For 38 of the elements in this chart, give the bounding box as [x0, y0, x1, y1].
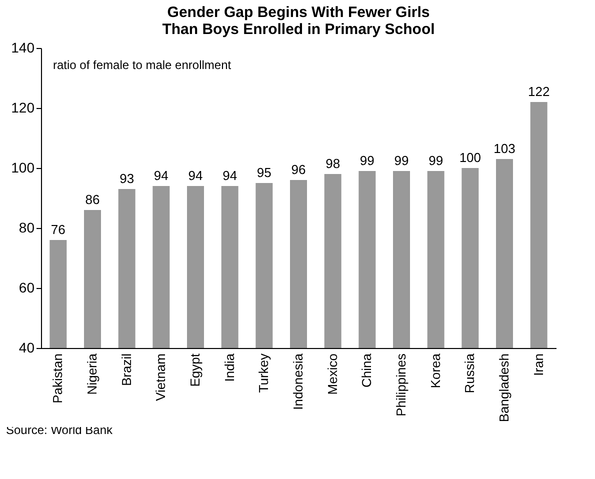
data-label: 99 — [360, 153, 374, 168]
y-tick-label: 140 — [11, 40, 35, 56]
x-tick-label: China — [359, 352, 374, 388]
x-tick-label: Nigeria — [84, 352, 100, 395]
x-tick-label: Korea — [428, 352, 443, 388]
x-tick-label: Indonesia — [290, 352, 306, 410]
x-tick-label: Brazil — [118, 353, 134, 386]
data-label: 94 — [188, 168, 203, 183]
data-label: 103 — [494, 141, 516, 156]
x-tick-label: Russia — [462, 352, 478, 394]
x-tick-label: Philippines — [394, 353, 408, 416]
x-tick-label: India — [222, 352, 237, 382]
x-tick-label: Turkey — [256, 353, 272, 393]
data-label: 76 — [50, 222, 66, 237]
x-tick-label: Egypt — [188, 353, 202, 387]
y-tick-label: 120 — [11, 100, 35, 116]
data-label: 122 — [528, 84, 550, 99]
y-tick-label: 60 — [18, 280, 35, 296]
data-label: 99 — [394, 153, 409, 168]
y-tick-label: 80 — [18, 220, 35, 236]
x-tick-label: Pakistan — [50, 354, 66, 404]
data-label: 94 — [222, 168, 238, 183]
data-label: 96 — [291, 162, 306, 177]
y-tick-label: 100 — [11, 160, 35, 176]
x-tick-label: Vietnam — [153, 354, 168, 401]
x-tick-label: Bangladesh — [496, 354, 512, 422]
data-label: 99 — [428, 153, 444, 168]
data-label: 93 — [120, 171, 134, 186]
chart-title: Gender Gap Begins With Fewer Girls Than Boys Enrolled in Primary School — [162, 4, 435, 38]
data-label: 86 — [85, 192, 100, 207]
data-label: 100 — [459, 150, 482, 165]
x-tick-label: Iran — [530, 354, 546, 376]
data-label: 95 — [256, 165, 272, 180]
annotation: ratio of female to male enrollment — [53, 58, 232, 72]
data-label: 94 — [154, 168, 168, 183]
data-label: 98 — [326, 156, 340, 171]
y-tick-label: 40 — [18, 340, 35, 356]
x-tick-label: Mexico — [324, 354, 340, 395]
